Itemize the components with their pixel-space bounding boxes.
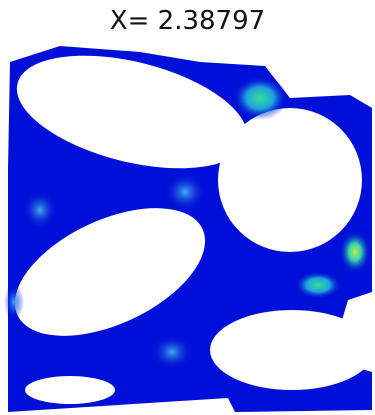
holes (0, 55, 374, 415)
intensity-highlights (4, 76, 371, 370)
plot-title: X= 2.38797 (109, 6, 266, 36)
